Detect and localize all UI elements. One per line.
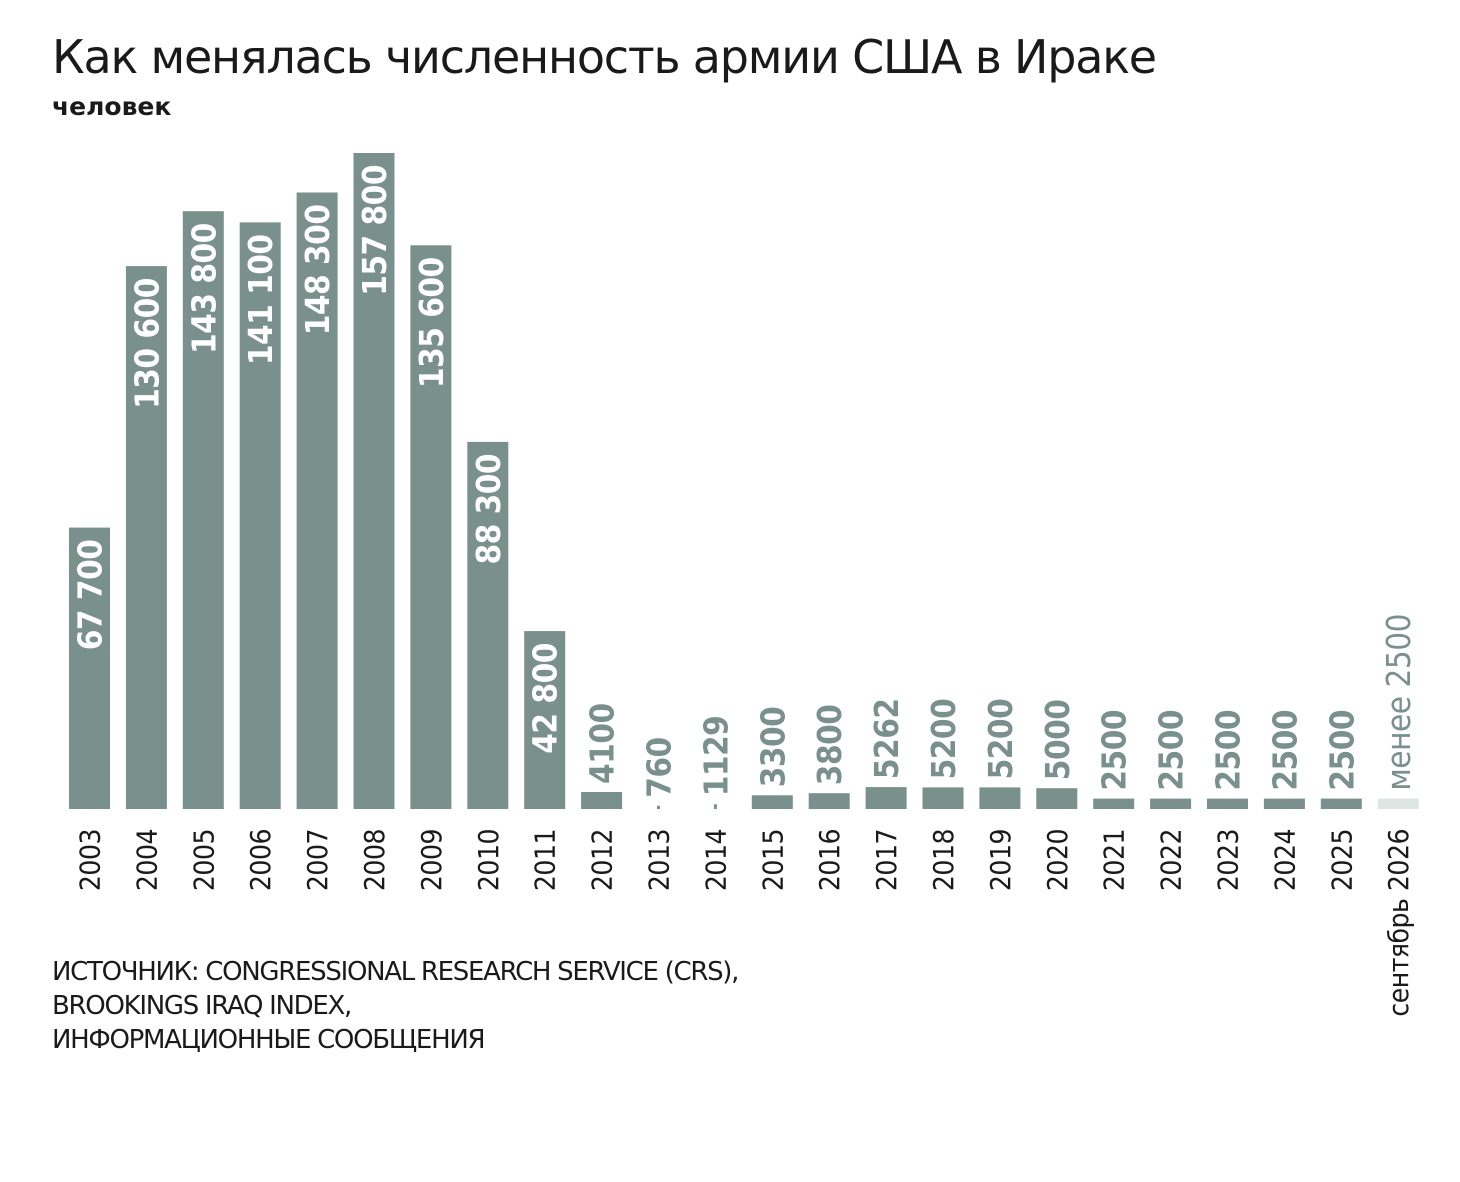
category-label: 2005 xyxy=(187,829,220,891)
bar-2024 xyxy=(1263,798,1305,809)
bar-2022 xyxy=(1150,798,1192,809)
category-label: 2016 xyxy=(813,829,846,891)
bar-2018 xyxy=(922,787,964,809)
value-label: 4100 xyxy=(583,703,622,784)
value-label: 1129 xyxy=(696,716,735,797)
value-label: 88 300 xyxy=(469,454,508,565)
category-label: 2009 xyxy=(415,829,448,891)
category-label: 2024 xyxy=(1268,829,1301,891)
value-label: 2500 xyxy=(1095,710,1134,791)
bar-сентябрь-2026 xyxy=(1377,798,1419,809)
category-label: 2012 xyxy=(586,829,619,891)
value-label: 5200 xyxy=(924,699,963,780)
value-label: 5262 xyxy=(867,698,906,779)
bar-2006 xyxy=(239,222,281,809)
source-line-1: ИСТОЧНИК: CONGRESSIONAL RESEARCH SERVICE… xyxy=(52,957,739,987)
bar-2007 xyxy=(296,192,338,809)
category-labels-group: 2003 2004 2005 2006 2007 2008 2009 2010 2011 2012… xyxy=(74,829,1416,1017)
category-label: 2017 xyxy=(870,829,903,891)
category-label: 2021 xyxy=(1098,829,1131,891)
value-label: 141 100 xyxy=(241,234,280,365)
bar-2010 xyxy=(467,441,509,809)
category-label: 2013 xyxy=(643,829,676,891)
bar-2004 xyxy=(125,266,167,810)
chart-subtitle: человек xyxy=(52,92,172,121)
value-labels-group: 67 700 130 600 143 800 141 100 148 300 157 80… xyxy=(71,165,1419,798)
value-label: 5000 xyxy=(1038,700,1077,781)
bar-2016 xyxy=(808,793,850,809)
category-label: 2003 xyxy=(74,829,107,891)
bars-group xyxy=(69,153,1419,810)
category-label: 2004 xyxy=(130,829,163,891)
category-label: 2007 xyxy=(301,829,334,891)
value-label: 130 600 xyxy=(127,278,166,409)
category-label: 2022 xyxy=(1155,829,1188,891)
bar-2015 xyxy=(751,795,793,809)
bar-2014 xyxy=(713,804,717,809)
bar-2020 xyxy=(1036,788,1078,809)
value-label: 2500 xyxy=(1209,710,1248,791)
value-label: 760 xyxy=(640,737,679,797)
category-label: 2023 xyxy=(1212,829,1245,891)
bar-2003 xyxy=(69,527,110,809)
value-label: 2500 xyxy=(1265,710,1304,791)
value-label: 135 600 xyxy=(412,257,451,388)
value-label: 143 800 xyxy=(184,223,223,354)
source-note: ИСТОЧНИК: CONGRESSIONAL RESEARCH SERVICE… xyxy=(52,955,739,1057)
bar-2009 xyxy=(410,245,452,810)
value-label: менее 2500 xyxy=(1379,614,1418,791)
bar-2023 xyxy=(1207,798,1248,809)
bar-2011 xyxy=(524,631,566,809)
bar-2017 xyxy=(865,787,907,809)
value-label: 157 800 xyxy=(355,165,394,296)
value-label: 67 700 xyxy=(71,540,110,651)
category-label: 2019 xyxy=(984,829,1017,891)
bar-2025 xyxy=(1320,798,1362,809)
bar-2005 xyxy=(182,211,224,809)
bar-2021 xyxy=(1093,798,1135,809)
value-label: 2500 xyxy=(1152,710,1191,791)
value-label: 148 300 xyxy=(298,205,337,336)
source-line-2: BROOKINGS IRAQ INDEX, xyxy=(52,991,352,1021)
category-label: 2011 xyxy=(529,829,562,891)
category-label: 2006 xyxy=(244,829,277,891)
category-label: 2008 xyxy=(358,829,391,891)
category-label: 2020 xyxy=(1041,829,1074,891)
bar-2008 xyxy=(353,153,395,809)
category-label: 2010 xyxy=(472,829,505,891)
category-label: 2014 xyxy=(699,829,732,891)
category-label: сентябрь 2026 xyxy=(1382,829,1415,1017)
bar-2012 xyxy=(581,792,623,809)
bar-2019 xyxy=(979,787,1021,809)
category-label: 2025 xyxy=(1325,829,1358,891)
source-line-3: ИНФОРМАЦИОННЫЕ СООБЩЕНИЯ xyxy=(52,1025,486,1055)
value-label: 42 800 xyxy=(526,643,565,754)
category-label: 2018 xyxy=(927,829,960,891)
value-label: 5200 xyxy=(981,699,1020,780)
bar-2013 xyxy=(657,805,660,809)
value-label: 2500 xyxy=(1322,710,1361,791)
chart-title: Как менялась численность армии США в Ира… xyxy=(52,30,1157,84)
category-label: 2015 xyxy=(756,829,789,891)
value-label: 3800 xyxy=(810,705,849,786)
value-label: 3300 xyxy=(753,707,792,788)
